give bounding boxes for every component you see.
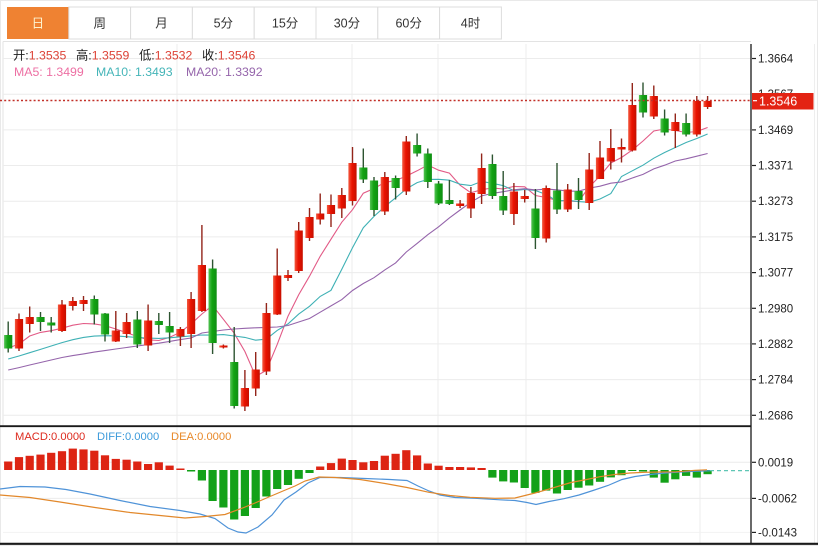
svg-text:15分: 15分 xyxy=(272,17,298,31)
svg-text:1.2784: 1.2784 xyxy=(758,375,794,387)
svg-text:低:1.3532: 低:1.3532 xyxy=(139,49,192,63)
svg-text:0.0019: 0.0019 xyxy=(758,457,793,469)
svg-text:1.3371: 1.3371 xyxy=(758,161,793,173)
svg-text:月: 月 xyxy=(155,17,168,31)
svg-text:周: 周 xyxy=(93,17,106,31)
svg-text:MA20: 1.3392: MA20: 1.3392 xyxy=(186,65,263,79)
svg-text:1.2980: 1.2980 xyxy=(758,303,793,315)
svg-text:5分: 5分 xyxy=(214,17,233,31)
svg-text:日: 日 xyxy=(32,17,45,31)
svg-text:MA5: 1.3499: MA5: 1.3499 xyxy=(14,65,84,79)
svg-text:1.3077: 1.3077 xyxy=(758,268,793,280)
svg-text:4时: 4时 xyxy=(461,17,481,31)
svg-text:收:1.3546: 收:1.3546 xyxy=(202,49,255,63)
svg-text:MA10: 1.3493: MA10: 1.3493 xyxy=(96,65,173,79)
svg-text:30分: 30分 xyxy=(334,17,360,31)
svg-text:-0.0062: -0.0062 xyxy=(758,493,797,505)
svg-text:DIFF:0.0000: DIFF:0.0000 xyxy=(97,431,159,443)
svg-text:1.2686: 1.2686 xyxy=(758,410,793,422)
svg-text:MACD:0.0000: MACD:0.0000 xyxy=(15,431,85,443)
svg-text:高:1.3559: 高:1.3559 xyxy=(76,48,129,63)
svg-text:-0.0143: -0.0143 xyxy=(758,527,797,539)
svg-text:开:1.3535: 开:1.3535 xyxy=(13,49,66,63)
svg-text:1.2882: 1.2882 xyxy=(758,339,793,351)
svg-text:1.3469: 1.3469 xyxy=(758,125,793,137)
svg-text:1.3664: 1.3664 xyxy=(758,54,794,66)
svg-text:1.3175: 1.3175 xyxy=(758,232,793,244)
svg-text:60分: 60分 xyxy=(395,17,421,31)
svg-text:1.3273: 1.3273 xyxy=(758,196,793,208)
svg-text:1.3546: 1.3546 xyxy=(759,95,797,109)
svg-text:DEA:0.0000: DEA:0.0000 xyxy=(171,431,231,443)
